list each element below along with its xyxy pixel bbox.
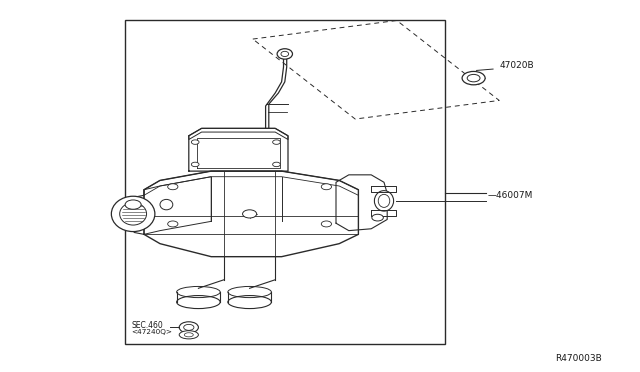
Ellipse shape (191, 162, 199, 167)
Ellipse shape (160, 199, 173, 210)
Ellipse shape (243, 210, 257, 218)
Ellipse shape (462, 71, 485, 85)
Ellipse shape (111, 196, 155, 231)
Ellipse shape (273, 140, 280, 144)
Ellipse shape (321, 184, 332, 190)
Ellipse shape (191, 140, 199, 144)
Text: —46007M: —46007M (488, 191, 533, 200)
Text: <47240Q>: <47240Q> (131, 329, 172, 335)
Ellipse shape (273, 162, 280, 167)
Ellipse shape (228, 295, 271, 309)
Ellipse shape (179, 331, 198, 339)
Ellipse shape (374, 191, 394, 211)
Ellipse shape (177, 295, 220, 309)
Ellipse shape (179, 322, 198, 333)
Ellipse shape (372, 214, 383, 221)
Text: R470003B: R470003B (555, 354, 602, 363)
Bar (125, 20, 445, 344)
Ellipse shape (277, 49, 292, 59)
Text: SEC.460: SEC.460 (131, 321, 163, 330)
Ellipse shape (168, 221, 178, 227)
Ellipse shape (168, 184, 178, 190)
Text: 47020B: 47020B (499, 61, 534, 70)
Ellipse shape (125, 200, 141, 209)
Ellipse shape (321, 221, 332, 227)
